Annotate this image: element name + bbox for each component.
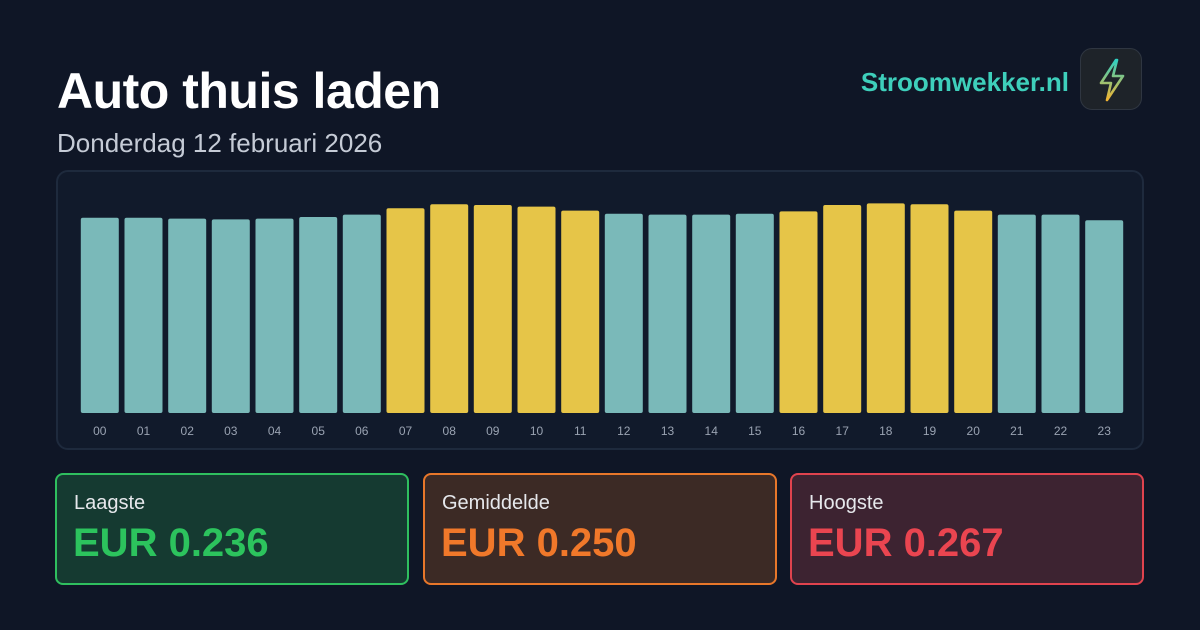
x-tick-label-21: 21	[1010, 424, 1024, 438]
bar-14	[692, 214, 731, 413]
x-tick-label-04: 04	[268, 424, 282, 438]
highest-price-value: EUR 0.267	[808, 521, 1004, 565]
brand-logo[interactable]	[1080, 48, 1142, 110]
x-tick-label-01: 01	[137, 424, 151, 438]
bar-02	[168, 218, 207, 413]
bar-04	[255, 218, 294, 413]
lowest-price-value: EUR 0.236	[73, 521, 269, 565]
x-tick-label-22: 22	[1054, 424, 1068, 438]
lowest-price-card: Laagste EUR 0.236	[55, 473, 409, 585]
lightning-bolt-icon	[1099, 58, 1125, 102]
x-tick-label-07: 07	[399, 424, 413, 438]
bar-10	[517, 206, 556, 413]
bar-11	[561, 210, 600, 413]
x-tick-label-16: 16	[792, 424, 806, 438]
bar-19	[910, 204, 949, 413]
bar-17	[823, 205, 862, 413]
x-tick-label-14: 14	[705, 424, 719, 438]
x-tick-label-03: 03	[224, 424, 238, 438]
bar-15	[735, 213, 774, 413]
page-title: Auto thuis laden	[57, 63, 441, 119]
bar-23	[1085, 220, 1124, 413]
x-tick-label-11: 11	[574, 424, 587, 438]
x-tick-label-12: 12	[617, 424, 631, 438]
bar-01	[124, 217, 163, 413]
x-tick-label-17: 17	[836, 424, 850, 438]
bar-16	[779, 211, 818, 413]
bar-07	[386, 208, 425, 413]
x-tick-label-09: 09	[486, 424, 500, 438]
x-tick-label-00: 00	[93, 424, 107, 438]
bar-08	[430, 204, 469, 413]
average-price-label: Gemiddelde	[442, 492, 550, 514]
lowest-price-label: Laagste	[74, 492, 146, 514]
highest-price-label: Hoogste	[809, 492, 884, 514]
average-price-value: EUR 0.250	[441, 521, 637, 565]
x-tick-label-02: 02	[181, 424, 195, 438]
price-bar-chart: 00 01 02 03 04 05 06 07 08 09 10 11 12 13 14 15 16 17 18 19…	[80, 203, 1124, 438]
x-tick-label-06: 06	[355, 424, 369, 438]
bar-05	[299, 217, 338, 413]
x-tick-label-05: 05	[312, 424, 326, 438]
x-tick-label-23: 23	[1098, 424, 1112, 438]
bar-20	[954, 210, 993, 413]
bar-03	[211, 219, 250, 413]
x-tick-label-19: 19	[923, 424, 937, 438]
price-chart: 00 01 02 03 04 05 06 07 08 09 10 11 12 13 14 15 16 17 18 19…	[56, 170, 1144, 450]
x-tick-label-13: 13	[661, 424, 675, 438]
bar-22	[1041, 214, 1080, 413]
bar-18	[866, 203, 905, 413]
highest-price-card: Hoogste EUR 0.267	[790, 473, 1144, 585]
x-tick-label-10: 10	[530, 424, 544, 438]
bar-06	[342, 214, 381, 413]
page-date: Donderdag 12 februari 2026	[57, 128, 383, 158]
x-tick-label-08: 08	[443, 424, 457, 438]
x-tick-label-20: 20	[967, 424, 981, 438]
bar-09	[473, 205, 512, 413]
bar-21	[997, 214, 1036, 413]
bar-13	[648, 214, 687, 413]
x-tick-label-15: 15	[748, 424, 762, 438]
average-price-card: Gemiddelde EUR 0.250	[423, 473, 777, 585]
brand-name[interactable]: Stroomwekker.nl	[860, 67, 1069, 97]
x-tick-label-18: 18	[879, 424, 893, 438]
bar-00	[80, 217, 119, 413]
bar-12	[604, 213, 643, 413]
